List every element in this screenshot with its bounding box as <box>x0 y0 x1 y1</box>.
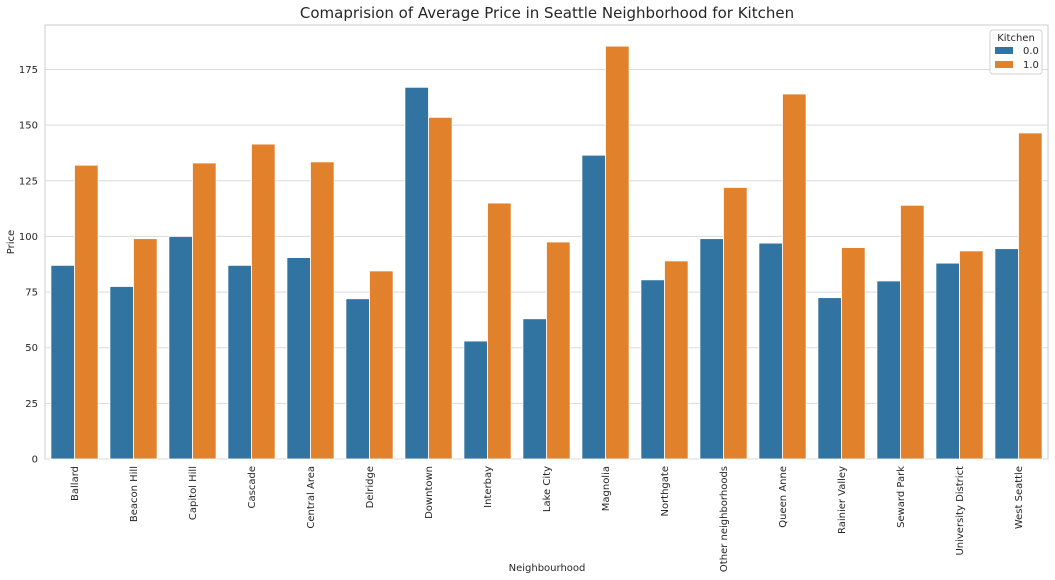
bar-delridge-1-0 <box>369 270 394 460</box>
legend-swatch <box>995 61 1013 68</box>
bar-magnolia-0-0 <box>581 154 606 460</box>
bar-interbay-1-0 <box>487 202 512 460</box>
x-tick-label: Interbay <box>483 466 494 508</box>
x-tick-label: Downtown <box>424 466 435 519</box>
x-tick-label: Rainier Valley <box>837 466 848 534</box>
y-tick-label: 75 <box>25 288 38 299</box>
y-axis-label: Price <box>6 230 17 254</box>
bar-rainier-valley-1-0 <box>841 247 866 460</box>
bar-west-seattle-0-0 <box>994 248 1019 460</box>
x-tick-label: Beacon Hill <box>129 466 140 522</box>
bar-other-neighborhoods-0-0 <box>699 238 724 460</box>
x-axis-label: Neighbourhood <box>509 563 586 574</box>
y-tick-label: 175 <box>19 65 38 76</box>
x-tick-label: Ballard <box>70 466 81 501</box>
plot-area: 0 25 50 75 100 125 150 175 Ballard Beacon Hill Cap… <box>19 24 1049 572</box>
bar-university-district-1-0 <box>959 250 984 460</box>
y-tick-label: 0 <box>32 455 38 466</box>
bar-lake-city-1-0 <box>546 241 571 460</box>
bar-rainier-valley-0-0 <box>817 297 842 460</box>
bar-capitol-hill-0-0 <box>168 236 193 460</box>
chart-title: Comaprision of Average Price in Seattle … <box>300 4 794 22</box>
x-tick-label: Capitol Hill <box>188 466 199 520</box>
bar-capitol-hill-1-0 <box>192 162 217 460</box>
bar-beacon-hill-0-0 <box>109 286 134 460</box>
bar-ballard-0-0 <box>50 264 75 460</box>
x-tick-label: West Seattle <box>1014 466 1025 529</box>
x-tick-label: Other neighborhoods <box>719 466 730 572</box>
bar-cascade-1-0 <box>251 143 276 460</box>
bar-other-neighborhoods-1-0 <box>723 187 748 460</box>
x-tick-label: University District <box>955 466 966 556</box>
bar-seward-park-0-0 <box>876 280 901 460</box>
x-tick-label: Cascade <box>247 466 258 508</box>
bar-central-area-0-0 <box>286 257 311 460</box>
legend-title: Kitchen <box>997 33 1035 44</box>
legend-swatch <box>995 47 1013 54</box>
legend-entry: 1.0 <box>1023 60 1039 71</box>
y-tick-label: 50 <box>25 343 38 354</box>
y-tick-label: 100 <box>19 232 38 243</box>
bar-delridge-0-0 <box>345 298 370 460</box>
bar-seward-park-1-0 <box>900 204 925 460</box>
bar-west-seattle-1-0 <box>1018 132 1043 460</box>
x-tick-label: Queen Anne <box>778 466 789 528</box>
bar-ballard-1-0 <box>74 164 99 460</box>
bar-magnolia-1-0 <box>605 45 630 460</box>
bar-downtown-0-0 <box>404 86 429 460</box>
x-tick-label: Magnolia <box>601 466 612 511</box>
y-tick-label: 150 <box>19 121 38 132</box>
bar-interbay-0-0 <box>463 340 488 460</box>
bar-university-district-0-0 <box>935 262 960 460</box>
x-tick-label: Lake City <box>542 466 553 512</box>
y-tick-label: 125 <box>19 176 38 187</box>
bar-northgate-0-0 <box>640 279 665 460</box>
bar-beacon-hill-1-0 <box>133 238 158 460</box>
x-tick-label: Delridge <box>365 466 376 508</box>
legend: Kitchen 0.0 1.0 <box>989 29 1043 75</box>
y-tick-label: 25 <box>25 399 38 410</box>
bar-northgate-1-0 <box>664 260 689 460</box>
bar-queen-anne-0-0 <box>758 242 783 460</box>
bar-central-area-1-0 <box>310 161 335 460</box>
x-tick-label: Northgate <box>660 466 671 517</box>
bar-downtown-1-0 <box>428 116 453 460</box>
legend-entry: 0.0 <box>1023 46 1039 57</box>
x-tick-label: Seward Park <box>896 466 907 528</box>
bar-lake-city-0-0 <box>522 318 547 460</box>
bar-cascade-0-0 <box>227 264 252 460</box>
x-tick-label: Central Area <box>306 466 317 529</box>
bar-queen-anne-1-0 <box>782 93 807 460</box>
